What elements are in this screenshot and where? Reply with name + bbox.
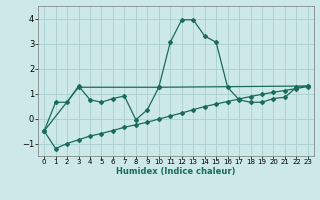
X-axis label: Humidex (Indice chaleur): Humidex (Indice chaleur) (116, 167, 236, 176)
